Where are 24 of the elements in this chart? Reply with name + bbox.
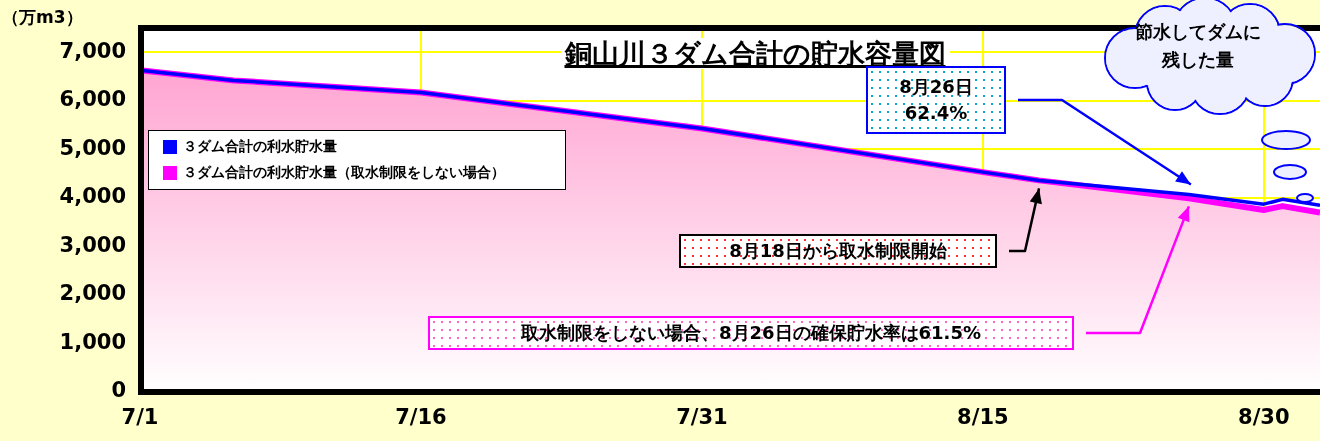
y-tick-label: 5,000 bbox=[59, 135, 126, 160]
x-tick-label: 8/15 bbox=[957, 405, 1009, 430]
note-box: 8月26日 62.4% bbox=[866, 66, 1006, 134]
x-tick-label: 7/16 bbox=[395, 405, 447, 430]
annotation: 8月26日 62.4% bbox=[899, 75, 973, 125]
chart-title: 銅山川３ダム合計の貯水容量図 bbox=[560, 38, 950, 69]
x-tick-label: 7/1 bbox=[121, 405, 159, 430]
note-box: 8月18日から取水制限開始 bbox=[679, 234, 997, 268]
y-tick-label: 2,000 bbox=[59, 281, 126, 306]
y-tick-label: 7,000 bbox=[59, 38, 126, 63]
x-tick-label: 7/31 bbox=[676, 405, 728, 430]
legend-label: ３ダム合計の利水貯水量（取水制限をしない場合） bbox=[183, 164, 505, 182]
y-axis-title: （万m3） bbox=[2, 6, 83, 29]
y-tick-label: 3,000 bbox=[59, 232, 126, 257]
y-tick-label: 1,000 bbox=[59, 329, 126, 354]
legend-label: ３ダム合計の利水貯水量 bbox=[183, 138, 337, 156]
y-tick-label: 6,000 bbox=[59, 87, 126, 112]
annotation: 節水してダムに残した量 bbox=[1133, 20, 1262, 72]
note-box: 取水制限をしない場合、8月26日の確保貯水率は61.5% bbox=[428, 316, 1074, 350]
annotation: 取水制限をしない場合、8月26日の確保貯水率は61.5% bbox=[520, 321, 982, 345]
y-tick-label: 4,000 bbox=[59, 184, 126, 209]
annotation: 8月18日から取水制限開始 bbox=[729, 239, 947, 263]
x-tick-label: 8/30 bbox=[1238, 405, 1290, 430]
y-tick-label: 0 bbox=[111, 378, 126, 403]
